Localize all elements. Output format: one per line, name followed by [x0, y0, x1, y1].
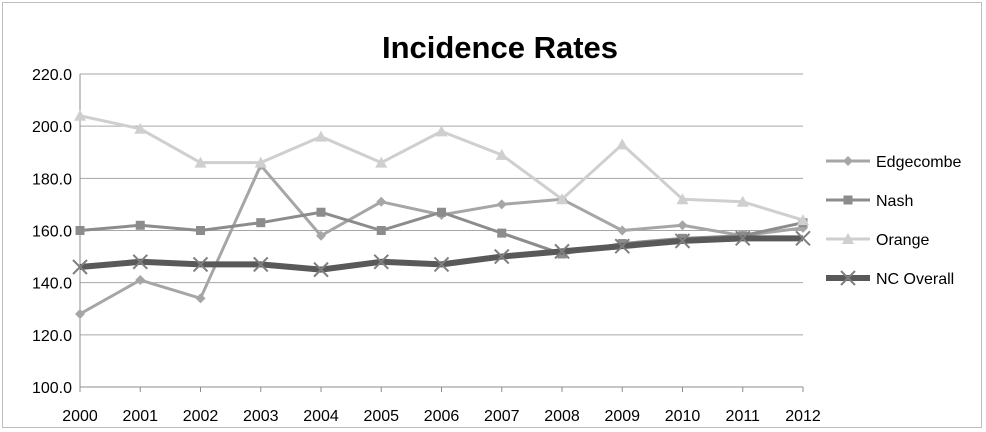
x-tick-label: 2010	[665, 408, 701, 425]
data-point-nc-overall	[614, 238, 630, 254]
legend-item: Edgecombe	[826, 154, 961, 171]
chart-title: Incidence Rates	[382, 30, 618, 65]
x-tick-labels: 2000 2001 2002 2003 2004 2005 2006 2007 2008 2009…	[62, 408, 821, 425]
data-point-nash	[316, 207, 326, 217]
legend-item: Nash	[826, 193, 913, 210]
series-orange	[74, 109, 809, 226]
data-point-nc-overall	[192, 256, 209, 273]
x-tick-label: 2002	[183, 408, 219, 425]
data-point-edgecombe	[496, 199, 507, 210]
data-point-nc-overall	[433, 256, 450, 273]
x-tick-label: 2001	[122, 408, 158, 425]
x-tick-label: 2011	[726, 408, 761, 425]
data-point-orange	[797, 214, 809, 226]
data-point-edgecombe	[617, 225, 628, 236]
x-tick-label: 2007	[484, 408, 520, 425]
data-point-orange	[375, 156, 388, 168]
legend-label: Edgecombe	[876, 154, 961, 171]
data-point-nc-overall	[253, 256, 269, 273]
data-point-nash	[256, 218, 266, 228]
data-point-edgecombe	[75, 308, 85, 319]
y-tick-label: 160.0	[32, 224, 72, 241]
x-tick-label: 2005	[363, 408, 399, 425]
x-tick-label: 2009	[604, 408, 640, 425]
data-point-nc-overall	[313, 261, 329, 278]
data-point-nash	[376, 226, 386, 235]
legend-marker	[840, 270, 856, 286]
x-tick-label: 2008	[544, 408, 580, 425]
data-point-orange	[495, 148, 508, 160]
legend-item: NC Overall	[826, 270, 954, 288]
data-point-nc-overall	[132, 254, 148, 270]
data-point-nc-overall	[554, 243, 570, 260]
y-tick-label: 120.0	[32, 328, 72, 345]
y-tick-label: 100.0	[32, 380, 72, 397]
data-point-edgecombe	[135, 275, 146, 286]
y-tick-label: 220.0	[32, 67, 72, 84]
data-point-nash	[135, 220, 145, 230]
y-tick-label: 140.0	[32, 276, 72, 293]
legend-marker	[842, 233, 854, 244]
data-point-nc-overall	[494, 248, 510, 265]
data-point-orange	[74, 109, 86, 121]
data-point-nash	[196, 226, 205, 235]
data-point-edgecombe	[677, 220, 688, 231]
x-tick-label: 2006	[424, 408, 460, 425]
x-tick-label: 2003	[243, 408, 279, 425]
data-point-orange	[736, 195, 749, 207]
legend-item: Orange	[826, 232, 929, 249]
legend-label: Nash	[876, 193, 913, 210]
data-point-orange	[676, 193, 689, 205]
data-point-orange	[194, 156, 207, 168]
data-point-nc-overall	[735, 230, 751, 247]
data-point-orange	[254, 156, 267, 168]
y-tick-label: 180.0	[32, 171, 72, 188]
data-point-nc-overall	[674, 233, 691, 249]
legend-marker	[843, 195, 853, 205]
data-point-edgecombe	[376, 196, 387, 207]
legend-label: Orange	[876, 232, 929, 249]
legend-label: NC Overall	[876, 271, 954, 288]
data-point-edgecombe	[195, 293, 206, 304]
data-point-orange	[556, 193, 568, 205]
data-point-orange	[315, 130, 327, 142]
y-tick-labels: 220.0 200.0 180.0 160.0 140.0 120.0 100.0	[32, 67, 72, 397]
data-point-orange	[616, 138, 629, 150]
x-tick-label: 2004	[303, 408, 339, 425]
series-nc-overall	[72, 230, 811, 278]
legend: Edgecombe Nash Orange NC Overall	[826, 154, 961, 288]
x-tick-label: 2000	[62, 408, 98, 425]
x-tick-label: 2012	[785, 408, 821, 425]
legend-marker	[843, 156, 853, 166]
y-tick-label: 200.0	[32, 119, 72, 136]
data-point-nc-overall	[72, 259, 88, 275]
data-point-nc-overall	[795, 230, 811, 247]
data-point-nash	[437, 207, 446, 217]
data-point-nash	[75, 226, 85, 235]
data-point-edgecombe	[316, 230, 326, 241]
axes	[79, 74, 804, 392]
grid-lines	[80, 73, 803, 336]
data-point-orange	[134, 122, 147, 134]
series-nash	[75, 207, 808, 259]
data-point-orange	[435, 125, 448, 137]
series-group	[72, 109, 811, 319]
data-point-nash	[497, 228, 507, 238]
data-point-nc-overall	[373, 254, 389, 270]
